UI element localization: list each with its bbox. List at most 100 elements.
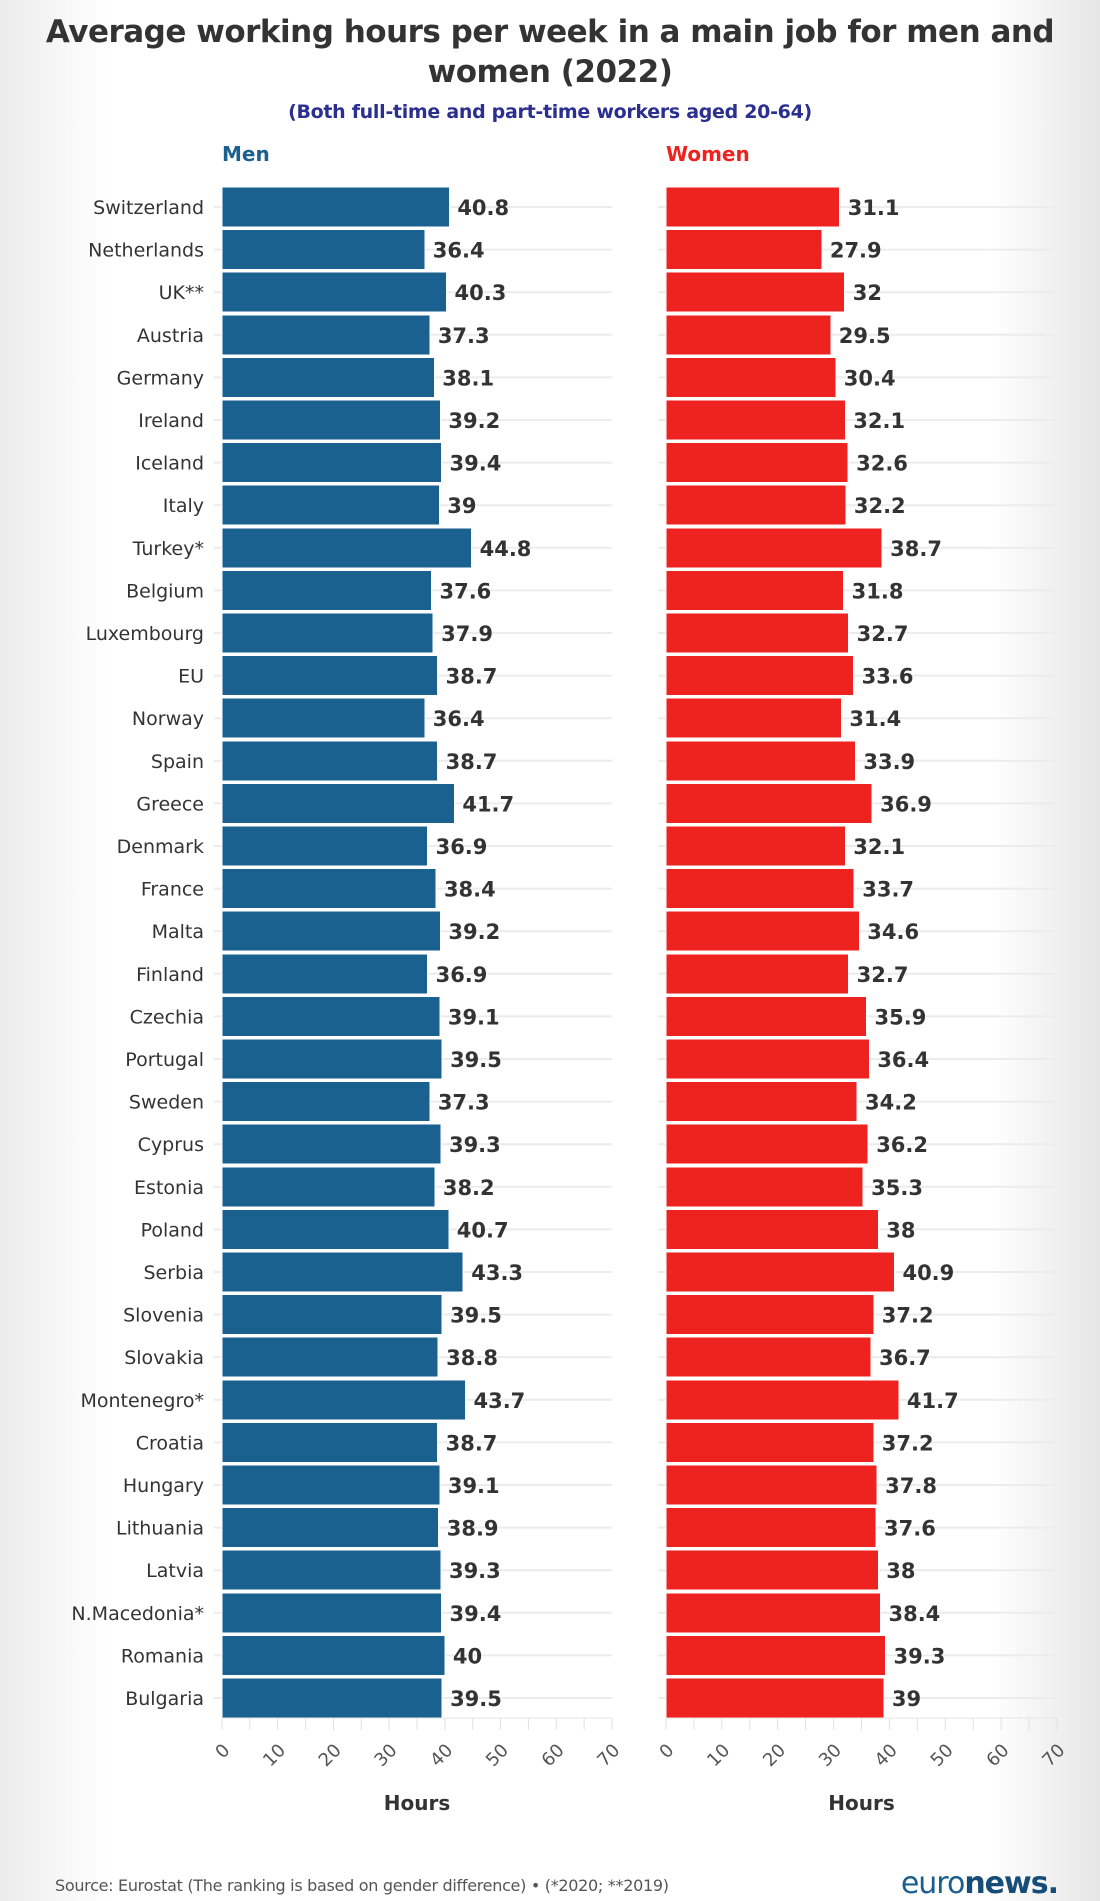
- bar-men: [221, 569, 432, 611]
- bar-women: [665, 1294, 875, 1336]
- value-label-women: 32.6: [856, 452, 908, 476]
- bar-women: [665, 995, 868, 1037]
- category-label: Ireland: [138, 410, 204, 432]
- bar-men: [221, 186, 450, 228]
- value-label-women: 37.2: [882, 1431, 934, 1455]
- value-label-men: 37.6: [439, 579, 491, 603]
- bar-women: [665, 1549, 879, 1591]
- x-axis-title-men: Hours: [384, 1791, 450, 1815]
- value-label-men: 40.3: [455, 281, 507, 305]
- category-label: Austria: [137, 325, 204, 347]
- category-label: Malta: [152, 921, 204, 943]
- x-tick-label-women: 70: [1038, 1740, 1069, 1771]
- chart-title: Average working hours per week in a main…: [0, 12, 1100, 92]
- value-label-women: 29.5: [839, 324, 891, 348]
- value-label-men: 39.4: [450, 452, 502, 476]
- value-label-women: 31.1: [848, 196, 900, 220]
- value-label-women: 30.4: [844, 366, 896, 390]
- bar-women: [665, 782, 873, 824]
- bar-women: [665, 953, 850, 995]
- value-label-women: 35.3: [871, 1176, 923, 1200]
- bar-women: [665, 1336, 872, 1378]
- x-tick-label-men: 0: [211, 1740, 234, 1763]
- value-label-men: 40.7: [457, 1218, 509, 1242]
- value-label-men: 36.4: [433, 239, 485, 263]
- category-label: Slovenia: [123, 1305, 204, 1327]
- category-label: UK**: [159, 282, 204, 304]
- x-tick-label-men: 20: [315, 1740, 346, 1771]
- bar-men: [221, 1379, 466, 1421]
- value-label-men: 39.3: [449, 1133, 501, 1157]
- logo-text-light: euro: [900, 1866, 965, 1901]
- bar-men: [221, 442, 443, 484]
- value-label-men: 40: [453, 1644, 482, 1668]
- x-tick-label-men: 30: [370, 1740, 401, 1771]
- category-label: Norway: [132, 708, 204, 730]
- x-tick-label-women: 0: [655, 1740, 678, 1763]
- value-label-men: 36.4: [433, 707, 485, 731]
- logo-text-bold: news.: [964, 1866, 1059, 1901]
- category-label: Bulgaria: [125, 1688, 204, 1710]
- bar-men: [221, 356, 435, 398]
- value-label-women: 36.9: [880, 792, 932, 816]
- x-tick-label-women: 50: [927, 1740, 958, 1771]
- bar-men: [221, 314, 431, 356]
- category-label: Portugal: [125, 1049, 204, 1071]
- value-label-men: 39: [447, 494, 476, 518]
- bar-women: [665, 1592, 881, 1634]
- value-label-women: 38.7: [890, 537, 942, 561]
- value-label-women: 27.9: [830, 239, 882, 263]
- value-label-women: 31.8: [852, 579, 904, 603]
- bar-men: [221, 1592, 443, 1634]
- category-label: Lithuania: [116, 1518, 204, 1540]
- value-label-men: 36.9: [436, 835, 488, 859]
- bar-women: [665, 484, 847, 526]
- bar-men: [221, 1208, 450, 1250]
- bar-men: [221, 1336, 439, 1378]
- value-label-men: 41.7: [462, 792, 514, 816]
- euronews-logo[interactable]: euronews.: [900, 1866, 1059, 1901]
- x-tick-label-women: 30: [815, 1740, 846, 1771]
- value-label-women: 35.9: [875, 1005, 927, 1029]
- bar-women: [665, 1379, 900, 1421]
- bar-women: [665, 1038, 870, 1080]
- chart-subtitle: (Both full-time and part-time workers ag…: [288, 101, 812, 123]
- bar-men: [221, 1549, 442, 1591]
- bar-men: [221, 1123, 442, 1165]
- panel-title-women: Women: [666, 142, 750, 166]
- source-note: Source: Eurostat (The ranking is based o…: [55, 1876, 669, 1895]
- bar-men: [221, 271, 448, 313]
- category-label: Italy: [163, 495, 204, 517]
- value-label-men: 38.7: [446, 1431, 498, 1455]
- category-label: Latvia: [146, 1560, 204, 1582]
- bar-women: [665, 527, 883, 569]
- category-label: Belgium: [126, 580, 204, 602]
- category-label: Turkey*: [132, 538, 204, 560]
- bar-women: [665, 612, 850, 654]
- bar-women: [665, 1634, 887, 1676]
- bar-women: [665, 399, 846, 441]
- value-label-women: 36.7: [879, 1346, 931, 1370]
- value-label-men: 39.5: [450, 1304, 502, 1328]
- category-label: Romania: [121, 1645, 204, 1667]
- bar-women: [665, 1507, 877, 1549]
- bar-men: [221, 229, 426, 271]
- value-label-men: 43.3: [471, 1261, 523, 1285]
- value-label-women: 38: [886, 1218, 915, 1242]
- category-label: EU: [178, 666, 204, 688]
- bar-women: [665, 825, 846, 867]
- bar-women: [665, 1123, 869, 1165]
- bar-women: [665, 1421, 875, 1463]
- value-label-men: 36.9: [436, 963, 488, 987]
- value-label-women: 34.6: [867, 920, 919, 944]
- bar-men: [221, 953, 429, 995]
- category-label: Finland: [136, 964, 204, 986]
- value-label-women: 41.7: [907, 1389, 959, 1413]
- category-label: Greece: [136, 793, 204, 815]
- bar-men: [221, 1081, 431, 1123]
- bar-women: [665, 1251, 895, 1293]
- value-label-men: 38.9: [447, 1517, 499, 1541]
- bar-men: [221, 1421, 439, 1463]
- bar-women: [665, 271, 846, 313]
